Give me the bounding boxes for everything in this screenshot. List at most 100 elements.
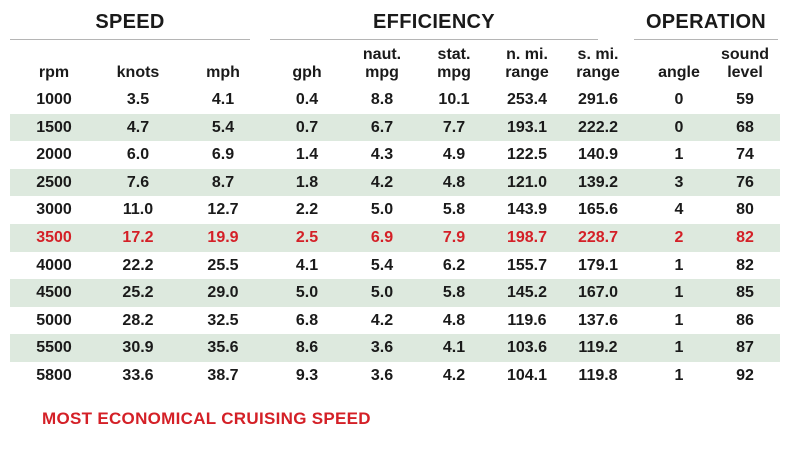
cell-stat-mpg: 7.9 (442, 228, 466, 246)
cell-sound-level: 82 (736, 228, 754, 246)
cell-gph: 0.7 (295, 118, 319, 136)
cell-stat-mpg: 4.8 (442, 173, 466, 191)
column-header-line: mpg (365, 64, 399, 81)
cell-naut-mpg: 8.8 (370, 91, 394, 108)
column-header-line: n. mi. (506, 46, 548, 63)
cell-knots: 33.6 (122, 366, 154, 384)
cell-rpm: 2500 (36, 173, 72, 191)
cell-stat-mpg: 6.2 (442, 256, 466, 274)
cell-knots: 11.0 (122, 201, 154, 219)
performance-table-body: 1000 3.5 4.1 0.4 8.8 10.1 253.4 291.6 0 59 1500 4.7… (10, 86, 780, 390)
cell-n-mi-range: 143.9 (506, 201, 548, 219)
table-row: 4500 25.2 29.0 5.0 5.0 5.8 145.2 167.0 1 85 (10, 279, 780, 307)
cell-angle: 1 (674, 284, 684, 302)
cell-n-mi-range: 253.4 (506, 91, 548, 108)
cell-gph: 1.8 (295, 173, 319, 191)
cell-naut-mpg: 6.7 (370, 118, 394, 136)
column-header-naut-mpg: naut. mpg (347, 42, 417, 82)
cell-sound-level: 92 (736, 366, 754, 384)
column-header-n-mi-range: n. mi. range (492, 42, 562, 82)
cell-gph: 2.2 (295, 201, 319, 219)
cell-naut-mpg: 3.6 (370, 366, 394, 384)
cell-s-mi-range: 119.2 (578, 339, 618, 357)
cell-sound-level: 76 (736, 173, 754, 191)
cell-angle: 0 (674, 118, 684, 136)
cell-knots: 28.2 (122, 311, 154, 329)
cell-rpm: 4500 (36, 284, 72, 302)
cell-angle: 2 (674, 228, 684, 246)
table-row: 2000 6.0 6.9 1.4 4.3 4.9 122.5 140.9 1 74 (10, 141, 780, 169)
cell-angle: 4 (674, 201, 684, 219)
table-row: 5500 30.9 35.6 8.6 3.6 4.1 103.6 119.2 1 87 (10, 334, 780, 362)
cell-knots: 4.7 (126, 118, 150, 136)
cell-naut-mpg: 3.6 (370, 339, 394, 357)
cell-rpm: 5000 (36, 311, 72, 329)
cell-s-mi-range: 140.9 (577, 146, 619, 164)
cell-s-mi-range: 179.1 (577, 256, 619, 274)
column-header-line: mpg (437, 64, 471, 81)
cell-n-mi-range: 145.2 (506, 284, 548, 302)
cell-mph: 35.6 (207, 339, 239, 357)
column-header-stat-mpg: stat. mpg (419, 42, 489, 82)
column-header-line: range (505, 64, 549, 81)
cell-sound-level: 87 (736, 339, 754, 357)
cell-s-mi-range: 119.8 (578, 366, 618, 384)
cell-sound-level: 82 (736, 256, 754, 274)
cell-stat-mpg: 4.8 (442, 311, 466, 329)
cell-sound-level: 86 (736, 311, 754, 329)
cell-angle: 3 (674, 173, 684, 191)
cell-sound-level: 85 (736, 284, 754, 302)
cell-naut-mpg: 4.2 (370, 173, 394, 191)
cell-n-mi-range: 121.0 (506, 173, 548, 191)
cell-s-mi-range: 222.2 (577, 118, 619, 136)
cell-gph: 1.4 (295, 146, 319, 164)
cell-sound-level: 59 (736, 91, 754, 108)
column-header-line: mph (206, 64, 240, 81)
cell-knots: 7.6 (126, 173, 150, 191)
column-header-line: rpm (38, 64, 70, 81)
cell-knots: 3.5 (126, 91, 150, 108)
column-header-line: range (576, 64, 620, 81)
cell-knots: 17.2 (122, 228, 154, 246)
cell-stat-mpg: 5.8 (442, 201, 466, 219)
cell-knots: 6.0 (126, 146, 150, 164)
cell-mph: 12.7 (207, 201, 239, 219)
cell-sound-level: 80 (736, 201, 754, 219)
cell-gph: 0.4 (295, 91, 319, 108)
cell-mph: 4.1 (211, 91, 235, 108)
cell-sound-level: 74 (736, 146, 754, 164)
column-header-sound-level: sound level (710, 42, 780, 82)
cell-n-mi-range: 103.6 (506, 339, 548, 357)
column-header-knots: knots (103, 42, 173, 82)
efficiency-group-header: EFFICIENCY (270, 11, 598, 40)
column-header-line: s. mi. (577, 46, 619, 63)
cell-naut-mpg: 6.9 (370, 228, 394, 246)
table-row: 1000 3.5 4.1 0.4 8.8 10.1 253.4 291.6 0 59 (10, 86, 780, 114)
speed-group-header: SPEED (10, 11, 250, 40)
column-header-line: stat. (437, 46, 471, 63)
table-row: 5800 33.6 38.7 9.3 3.6 4.2 104.1 119.8 1 92 (10, 362, 780, 390)
cell-mph: 6.9 (211, 146, 235, 164)
cell-stat-mpg: 4.9 (442, 146, 466, 164)
cell-knots: 22.2 (122, 256, 154, 274)
cell-mph: 32.5 (207, 311, 239, 329)
cell-s-mi-range: 139.2 (577, 173, 619, 191)
cell-rpm: 5500 (36, 339, 72, 357)
cell-s-mi-range: 167.0 (577, 284, 619, 302)
cell-naut-mpg: 4.2 (370, 311, 394, 329)
cell-stat-mpg: 10.1 (438, 91, 470, 108)
column-header-rpm: rpm (19, 42, 89, 82)
cell-rpm: 3000 (36, 201, 72, 219)
cell-mph: 5.4 (211, 118, 235, 136)
cell-n-mi-range: 193.1 (506, 118, 548, 136)
cell-n-mi-range: 198.7 (506, 228, 548, 246)
cell-angle: 1 (674, 311, 684, 329)
column-header-gph: gph (272, 42, 342, 82)
cell-s-mi-range: 137.6 (577, 311, 619, 329)
column-header-s-mi-range: s. mi. range (563, 42, 633, 82)
cell-n-mi-range: 155.7 (506, 256, 548, 274)
cell-knots: 30.9 (122, 339, 154, 357)
column-header-angle: angle (644, 42, 714, 82)
table-row: 5000 28.2 32.5 6.8 4.2 4.8 119.6 137.6 1 86 (10, 307, 780, 335)
cell-s-mi-range: 228.7 (577, 228, 619, 246)
